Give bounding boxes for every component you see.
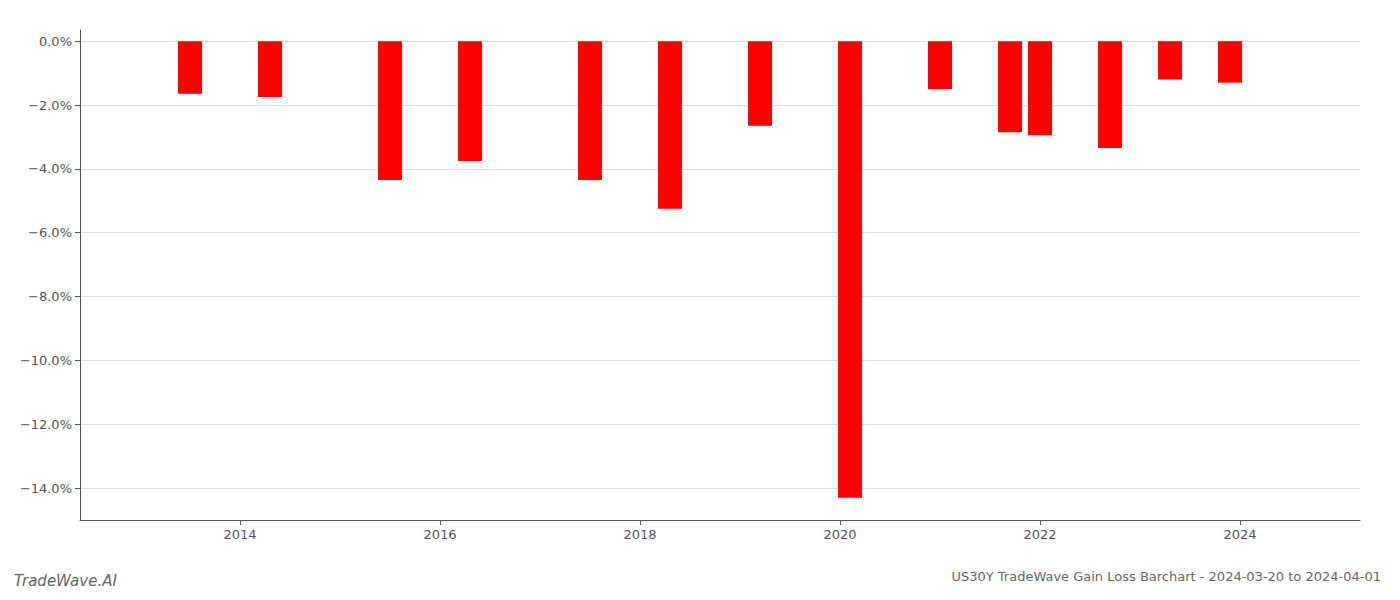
svg-text:2018: 2018	[623, 527, 656, 542]
svg-text:−12.0%: −12.0%	[20, 417, 72, 432]
svg-text:2020: 2020	[823, 527, 856, 542]
svg-text:2024: 2024	[1223, 527, 1256, 542]
svg-text:−2.0%: −2.0%	[28, 98, 72, 113]
svg-text:2016: 2016	[423, 527, 456, 542]
svg-text:−10.0%: −10.0%	[20, 353, 72, 368]
svg-text:−4.0%: −4.0%	[28, 161, 72, 176]
svg-text:−6.0%: −6.0%	[28, 225, 72, 240]
svg-text:0.0%: 0.0%	[39, 34, 72, 49]
svg-text:−8.0%: −8.0%	[28, 289, 72, 304]
svg-text:2022: 2022	[1023, 527, 1056, 542]
svg-text:2014: 2014	[223, 527, 256, 542]
svg-text:TradeWave.AI: TradeWave.AI	[14, 572, 117, 590]
svg-text:−14.0%: −14.0%	[20, 481, 72, 496]
svg-text:US30Y TradeWave Gain Loss Barc: US30Y TradeWave Gain Loss Barchart - 202…	[951, 569, 1381, 584]
